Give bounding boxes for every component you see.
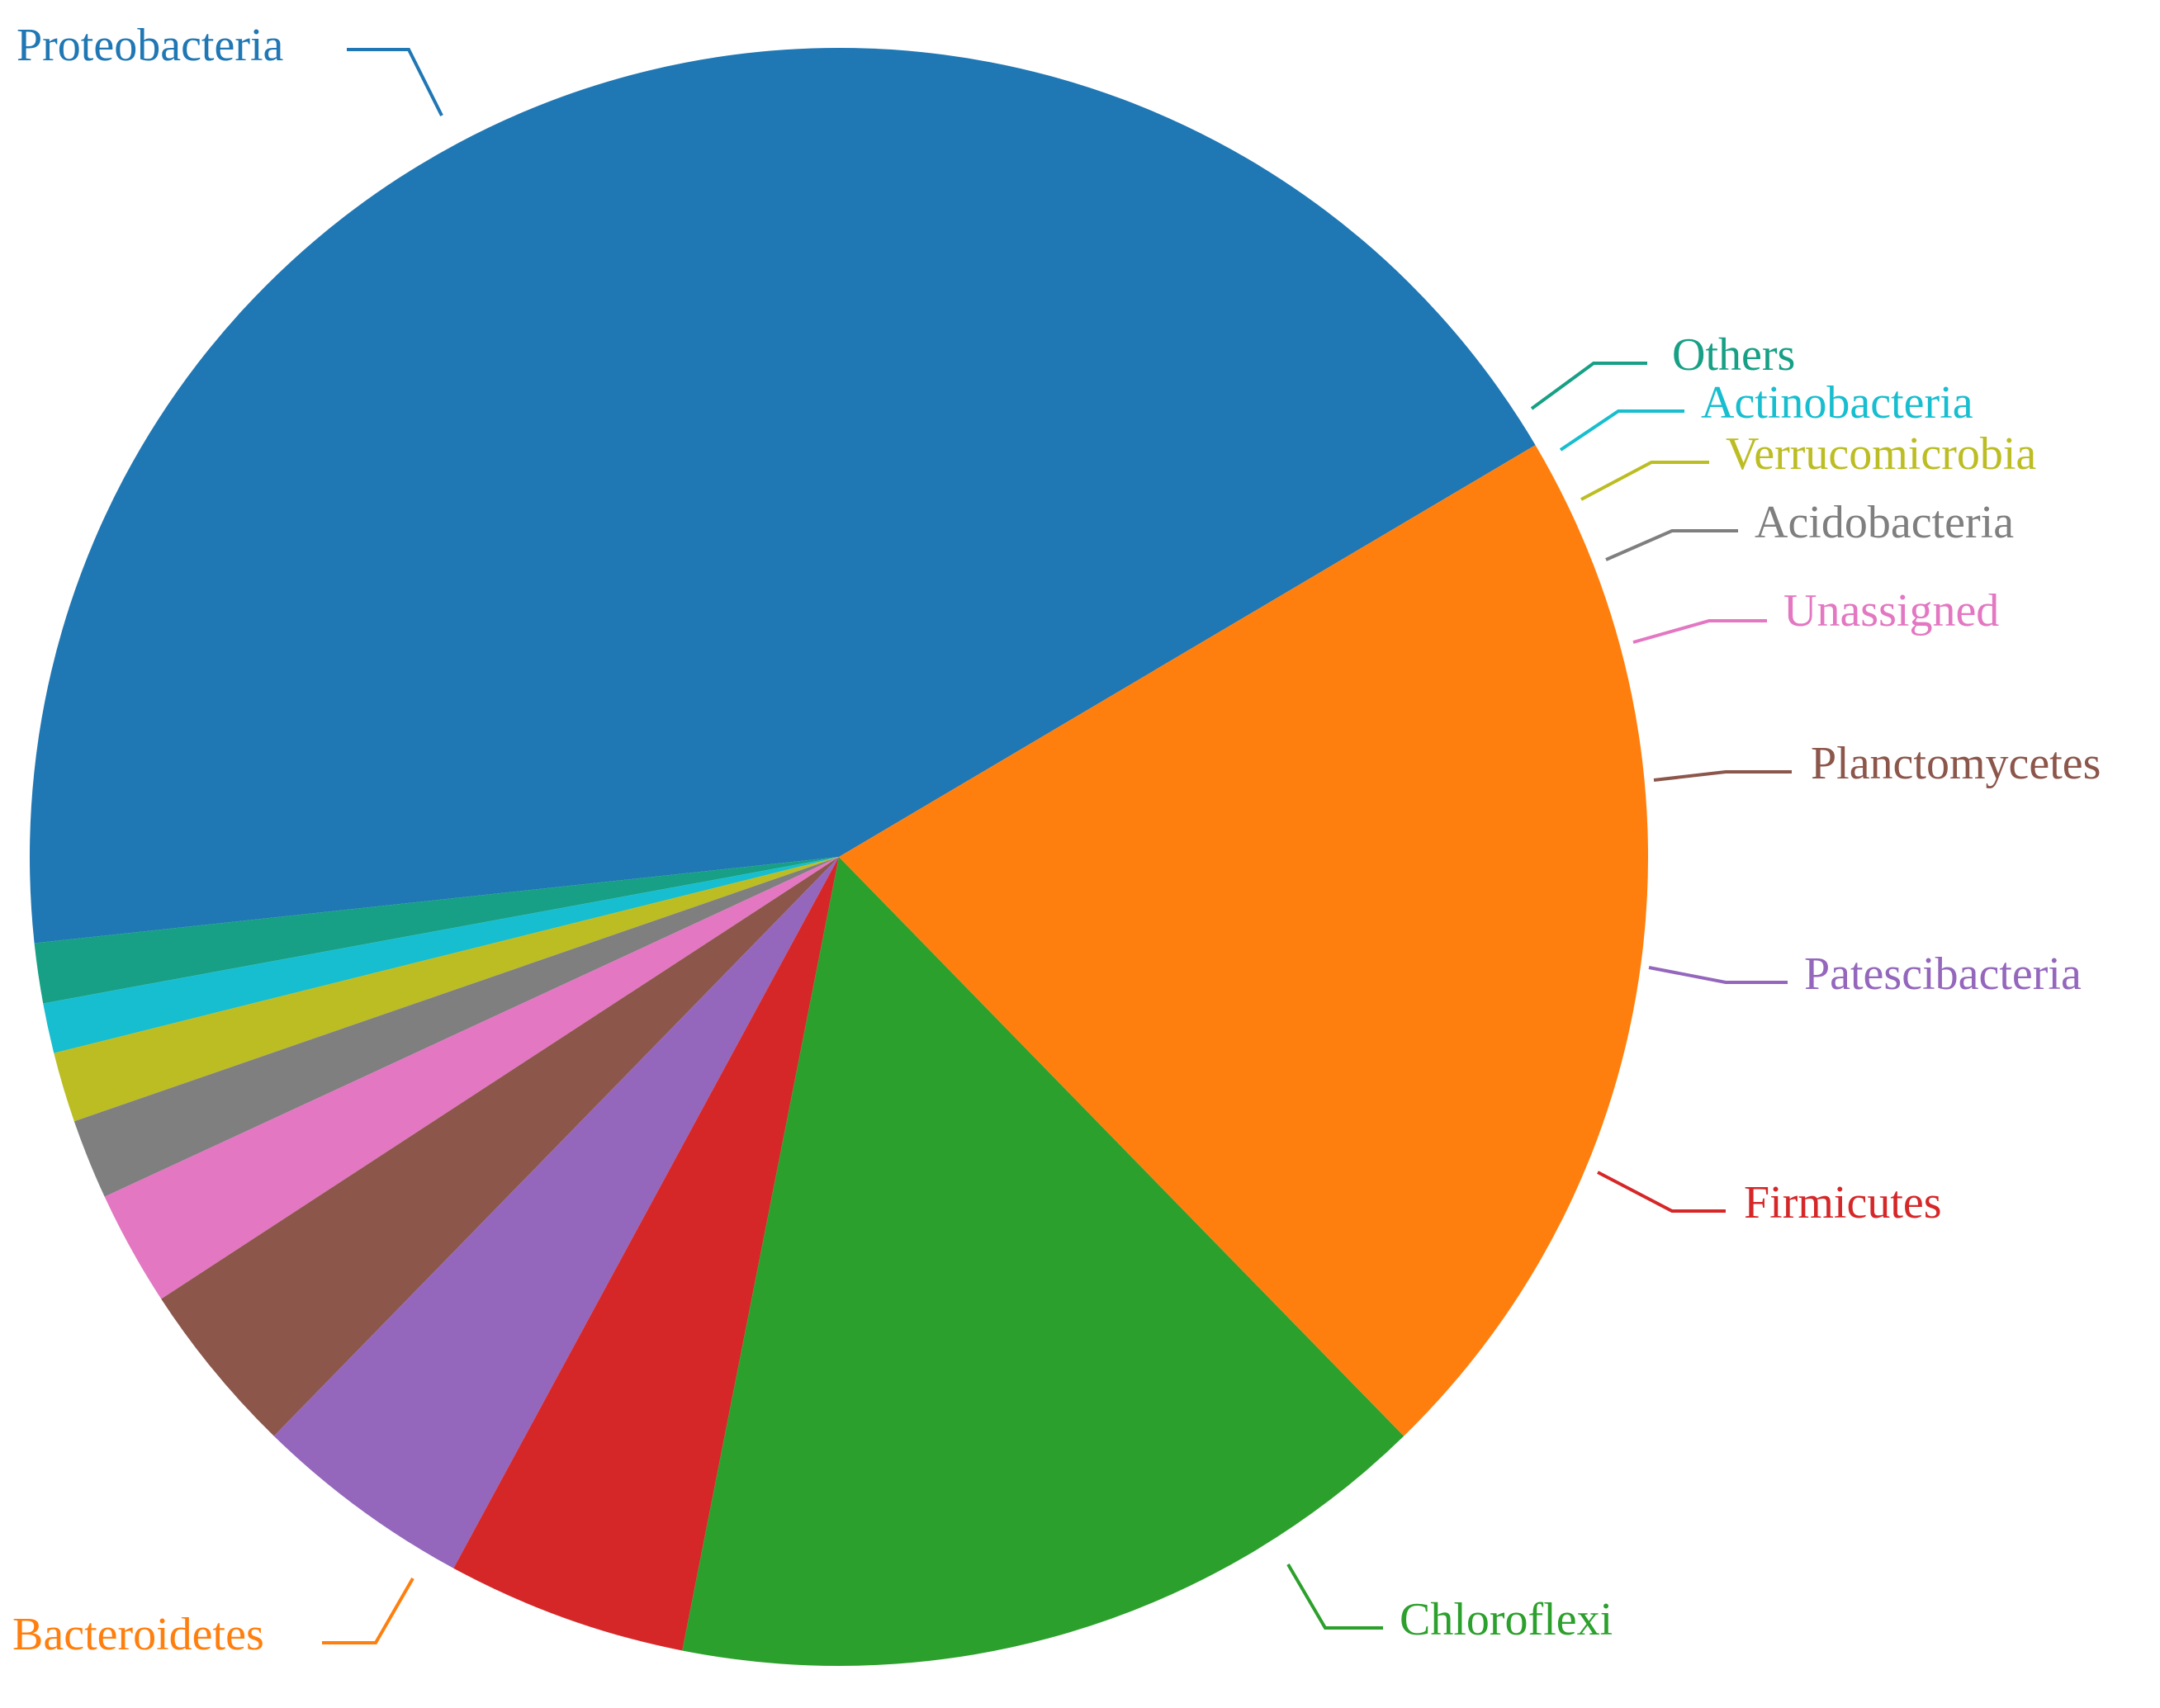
slice-label-planctomycetes: Planctomycetes [1811, 738, 2101, 789]
leader-line-verrucomicrobia [1580, 461, 1709, 501]
leader-line-firmicutes [1597, 1171, 1726, 1213]
slice-label-firmicutes: Firmicutes [1744, 1177, 1942, 1228]
pie-slice-chloroflexi [682, 857, 1404, 1667]
leader-line-chloroflexi [1286, 1563, 1383, 1630]
slice-label-others: Others [1672, 329, 1795, 381]
slice-label-verrucomicrobia: Verrucomicrobia [1726, 428, 2036, 480]
slice-label-actinobacteria: Actinobacteria [1701, 377, 1973, 428]
pie-slice-verrucomicrobia [54, 857, 839, 1122]
leader-line-actinobacteria [1559, 409, 1684, 452]
pie-slice-unassigned [104, 857, 840, 1299]
slice-label-unassigned: Unassigned [1783, 585, 1999, 636]
leader-line-proteobacteria [347, 48, 443, 116]
pie-slice-acidobacteria [73, 857, 840, 1197]
leader-line-others [1530, 362, 1647, 410]
leader-line-patescibacteria [1648, 966, 1788, 984]
leader-line-bacteroidetes [322, 1578, 414, 1644]
pie-slice-others [34, 857, 839, 1004]
leader-line-acidobacteria [1605, 529, 1738, 561]
leader-line-planctomycetes [1653, 770, 1792, 782]
slice-labels: Proteobacteria OthersActinobacteriaVerruc… [12, 20, 2101, 1660]
slice-label-patescibacteria: Patescibacteria [1804, 949, 2082, 1000]
pie-slice-planctomycetes [161, 857, 840, 1436]
slice-label-chloroflexi: Chloroflexi [1400, 1594, 1613, 1645]
slice-label-proteobacteria: Proteobacteria [17, 20, 284, 71]
pie-slice-actinobacteria [43, 857, 840, 1053]
pie-slice-patescibacteria [273, 857, 839, 1568]
slice-label-bacteroidetes: Bacteroidetes [12, 1609, 264, 1660]
pie-slice-proteobacteria [30, 48, 1536, 944]
leader-lines [322, 48, 1792, 1644]
pie-slices [30, 48, 1649, 1667]
slice-label-acidobacteria: Acidobacteria [1755, 497, 2014, 548]
pie-slice-firmicutes [453, 857, 839, 1651]
leader-line-unassigned [1632, 619, 1767, 644]
pie-slice-bacteroidetes [839, 445, 1649, 1436]
